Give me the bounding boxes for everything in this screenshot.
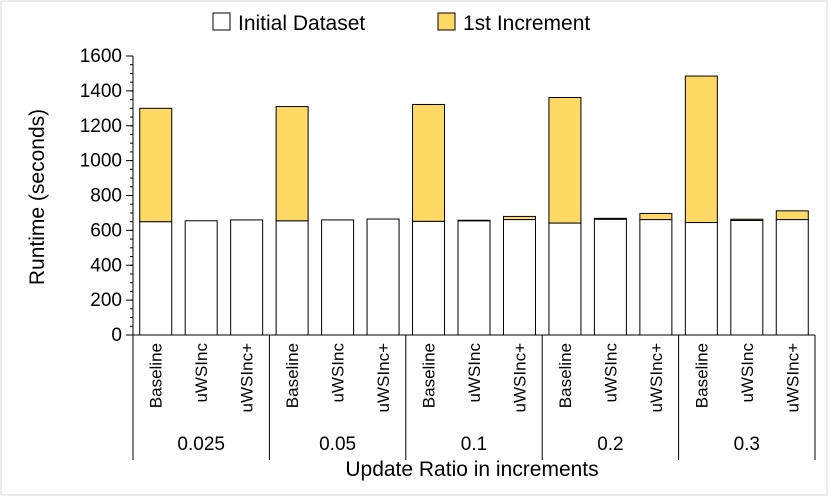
category-label: uWSInc+ [783, 343, 802, 413]
category-label: Baseline [147, 343, 166, 408]
y-tick-label: 1200 [80, 116, 122, 137]
y-tick-label: 1000 [80, 151, 122, 172]
bar-first-increment-0.1-uWSInc [457, 219, 491, 222]
bar-first-increment-0.1-uWSInc+ [502, 215, 536, 221]
bar-initial-dataset-0.2-uWSInc+ [639, 219, 673, 336]
group-label: 0.2 [597, 434, 623, 455]
group-label: 0.1 [461, 434, 487, 455]
y-tick-label: 800 [90, 186, 122, 207]
bar-initial-dataset-0.2-Baseline [548, 222, 582, 336]
category-label: Baseline [420, 343, 439, 408]
category-label: uWSInc+ [238, 343, 257, 413]
bar-first-increment-0.1-Baseline [412, 103, 446, 222]
bar-first-increment-0.2-uWSInc+ [639, 212, 673, 221]
bar-initial-dataset-0.05-uWSInc+ [366, 218, 400, 336]
bar-first-increment-0.3-Baseline [684, 75, 718, 224]
category-label: uWSInc [738, 343, 757, 403]
legend-label-series-1: 1st Increment [463, 12, 590, 35]
group-label: 0.3 [734, 434, 760, 455]
group-label: 0.05 [319, 434, 356, 455]
category-label: Baseline [283, 343, 302, 408]
y-axis: 0 200 400 600 800 1000 1200 1400 1600 [80, 46, 134, 346]
category-label: uWSInc [329, 343, 348, 403]
y-tick-label: 1400 [80, 81, 122, 102]
bars [139, 75, 809, 336]
bar-initial-dataset-0.2-uWSInc [593, 218, 627, 336]
category-label: uWSInc [465, 343, 484, 403]
bar-initial-dataset-0.05-uWSInc [321, 219, 355, 336]
category-label: uWSInc+ [374, 343, 393, 413]
y-tick-label: 200 [90, 290, 122, 311]
bar-initial-dataset-0.025-uWSInc [184, 220, 218, 336]
legend-swatch-series-0 [212, 12, 231, 31]
category-label: uWSInc+ [647, 343, 666, 413]
bar-first-increment-0.3-uWSInc [730, 218, 764, 221]
bar-initial-dataset-0.025-uWSInc+ [230, 219, 264, 336]
y-tick-label: 1600 [80, 46, 122, 67]
group-label: 0.025 [177, 434, 225, 455]
bar-first-increment-0.3-uWSInc+ [775, 210, 809, 221]
y-tick-label: 600 [90, 220, 122, 241]
y-tick-label: 0 [111, 325, 122, 346]
x-axis-title: Update Ratio in increments [345, 458, 598, 481]
bar-first-increment-0.2-Baseline [548, 97, 582, 224]
category-label: uWSInc [601, 343, 620, 403]
legend: Initial Dataset 1st Increment [212, 12, 590, 35]
bar-initial-dataset-0.3-uWSInc+ [775, 219, 809, 336]
legend-swatch-series-1 [437, 12, 456, 31]
category-label: uWSInc+ [510, 343, 529, 413]
x-axis: Baseline uWSInc uWSInc+ 0.025 Baseline uWSInc… [132, 334, 816, 460]
bar-initial-dataset-0.05-Baseline [275, 220, 309, 336]
category-label: Baseline [692, 343, 711, 408]
bar-first-increment-0.025-Baseline [139, 107, 173, 223]
y-tick-label: 400 [90, 255, 122, 276]
bar-initial-dataset-0.1-Baseline [412, 220, 446, 336]
bar-initial-dataset-0.025-Baseline [139, 221, 173, 336]
bar-first-increment-0.2-uWSInc [593, 217, 627, 220]
y-axis-title: Runtime (seconds) [26, 109, 49, 285]
category-label: Baseline [556, 343, 575, 408]
bar-initial-dataset-0.3-uWSInc [730, 219, 764, 336]
bar-initial-dataset-0.3-Baseline [684, 222, 718, 336]
bar-initial-dataset-0.1-uWSInc+ [502, 219, 536, 336]
category-label: uWSInc [192, 343, 211, 403]
bar-first-increment-0.05-Baseline [275, 106, 309, 222]
legend-label-series-0: Initial Dataset [238, 12, 365, 35]
bar-initial-dataset-0.1-uWSInc [457, 220, 491, 336]
